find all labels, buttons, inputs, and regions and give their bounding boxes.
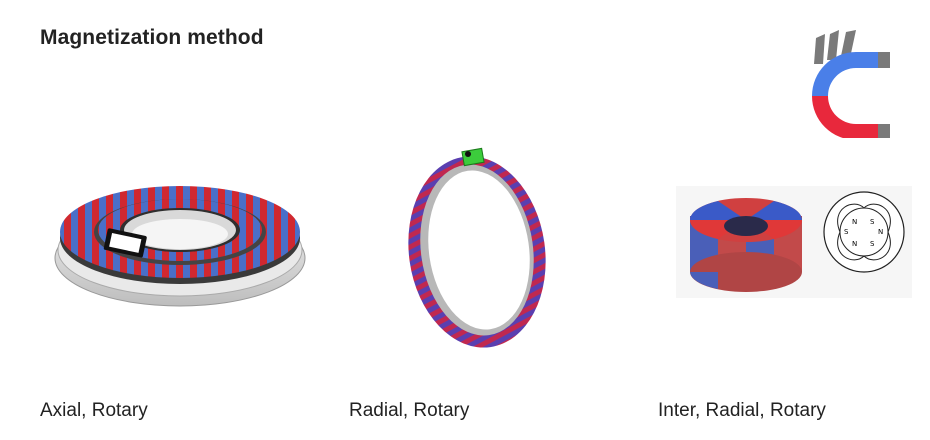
pole-label: N [852, 218, 857, 226]
horseshoe-magnet-logo-icon [806, 28, 896, 138]
inter-radial-ring-magnet-icon: N S N S N S [676, 186, 912, 298]
caption-inter-radial-rotary: Inter, Radial, Rotary [658, 400, 826, 421]
pole-diagram: N S N S N S [823, 191, 905, 273]
caption-axial-rotary: Axial, Rotary [40, 400, 148, 421]
page-title: Magnetization method [40, 26, 264, 49]
axial-ring-magnet-icon [50, 150, 310, 320]
pole-label: N [878, 228, 883, 236]
caption-radial-rotary: Radial, Rotary [349, 400, 470, 421]
radial-ring-magnet-icon [395, 140, 565, 350]
pole-label: S [844, 228, 849, 236]
pole-label: S [870, 218, 875, 226]
pole-label: N [852, 240, 857, 248]
pole-label: S [870, 240, 875, 248]
